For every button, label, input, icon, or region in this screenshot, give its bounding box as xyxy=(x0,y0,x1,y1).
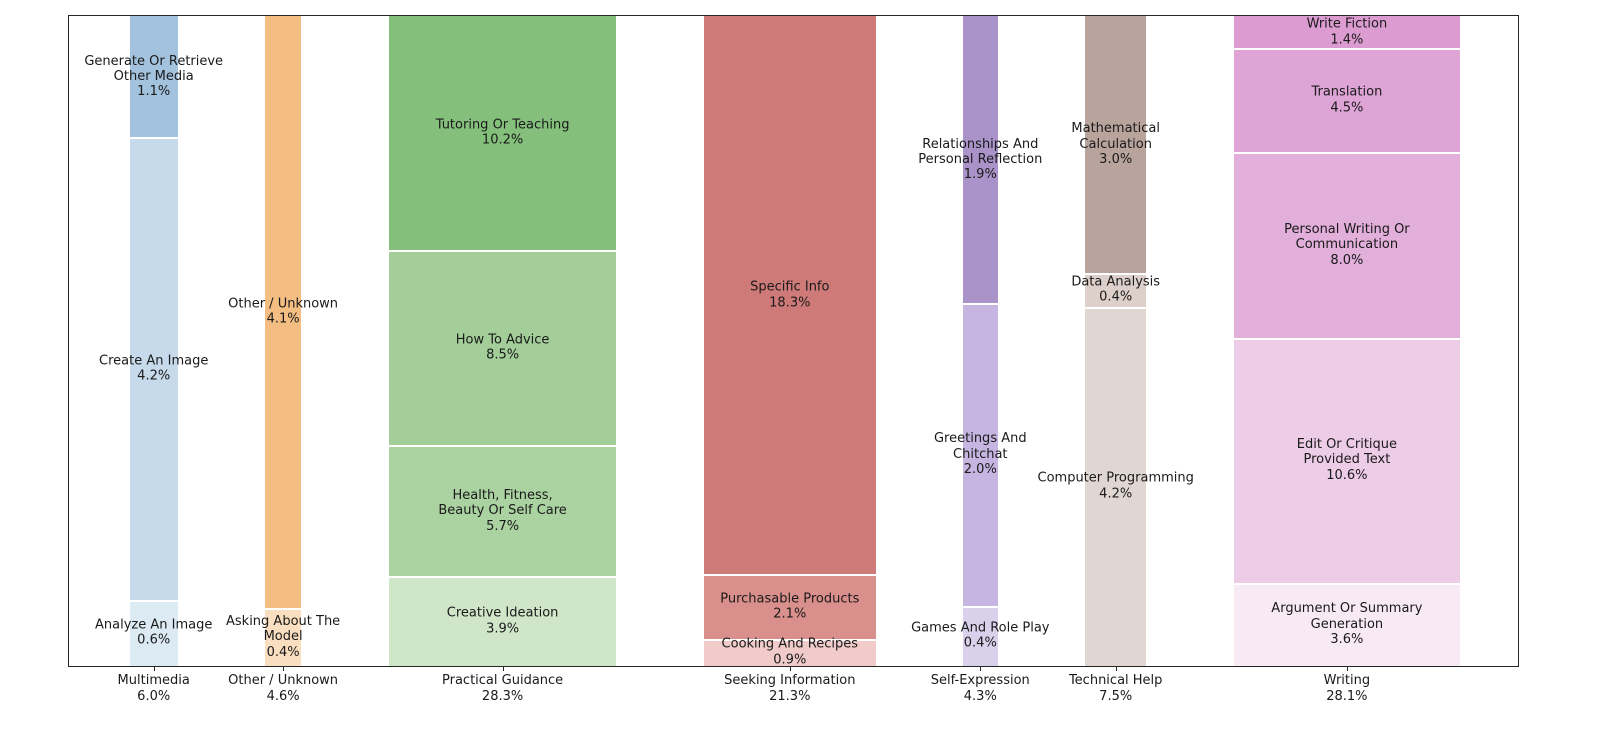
column-other-unknown xyxy=(265,16,302,666)
segment-cooking-and-recipes xyxy=(704,638,876,666)
x-axis-label-self-expression: Self-Expression 4.3% xyxy=(930,673,1030,705)
segment-translation xyxy=(1233,48,1460,153)
x-tick-other-unknown xyxy=(283,666,285,671)
segment-creative-ideation xyxy=(388,576,617,666)
segment-create-an-image xyxy=(130,137,178,600)
x-axis-label-multimedia: Multimedia 6.0% xyxy=(117,673,190,705)
segment-specific-info xyxy=(704,16,876,575)
column-multimedia xyxy=(130,16,178,666)
x-axis-label-writing: Writing 28.1% xyxy=(1323,673,1371,705)
x-axis-label-practical-guidance: Practical Guidance 28.3% xyxy=(442,673,564,705)
segment-argument-or-summary-generation xyxy=(1233,582,1460,666)
column-seeking-information xyxy=(704,16,876,666)
segment-computer-programming xyxy=(1085,306,1147,666)
plot-area: Generate Or Retrieve Other Media 1.1% Cre… xyxy=(68,15,1519,667)
segment-how-to-advice xyxy=(388,250,617,446)
x-tick-writing xyxy=(1346,666,1348,671)
x-axis-label-other-unknown: Other / Unknown 4.6% xyxy=(228,673,339,705)
segment-mathematical-calculation xyxy=(1085,16,1147,273)
column-practical-guidance xyxy=(388,16,617,666)
x-tick-multimedia xyxy=(153,666,155,671)
column-writing xyxy=(1233,16,1460,666)
x-tick-seeking-information xyxy=(789,666,791,671)
segment-personal-writing-or-communication xyxy=(1233,152,1460,338)
segment-write-fiction xyxy=(1233,16,1460,49)
segment-data-analysis xyxy=(1085,272,1147,307)
segment-tutoring-or-teaching xyxy=(388,16,617,251)
segment-asking-about-the-model xyxy=(265,608,302,666)
segment-greetings-and-chitchat xyxy=(963,303,998,606)
x-tick-practical-guidance xyxy=(502,666,504,671)
segment-generate-or-retrieve-other-media xyxy=(130,16,178,138)
segment-purchasable-products xyxy=(704,574,876,639)
segment-games-and-role-play xyxy=(963,605,998,666)
x-tick-self-expression xyxy=(980,666,982,671)
segment-edit-or-critique-provided-text xyxy=(1233,337,1460,583)
segment-other-unknown xyxy=(265,16,302,609)
segment-relationships-and-personal-reflection xyxy=(963,16,998,304)
segment-health-fitness-beauty-or-self-care xyxy=(388,445,617,577)
segment-analyze-an-image xyxy=(130,599,178,666)
x-axis-label-seeking-information: Seeking Information 21.3% xyxy=(724,673,856,705)
column-technical-help xyxy=(1085,16,1147,666)
column-self-expression xyxy=(963,16,998,666)
x-axis-label-technical-help: Technical Help 7.5% xyxy=(1068,673,1163,705)
x-tick-technical-help xyxy=(1115,666,1117,671)
